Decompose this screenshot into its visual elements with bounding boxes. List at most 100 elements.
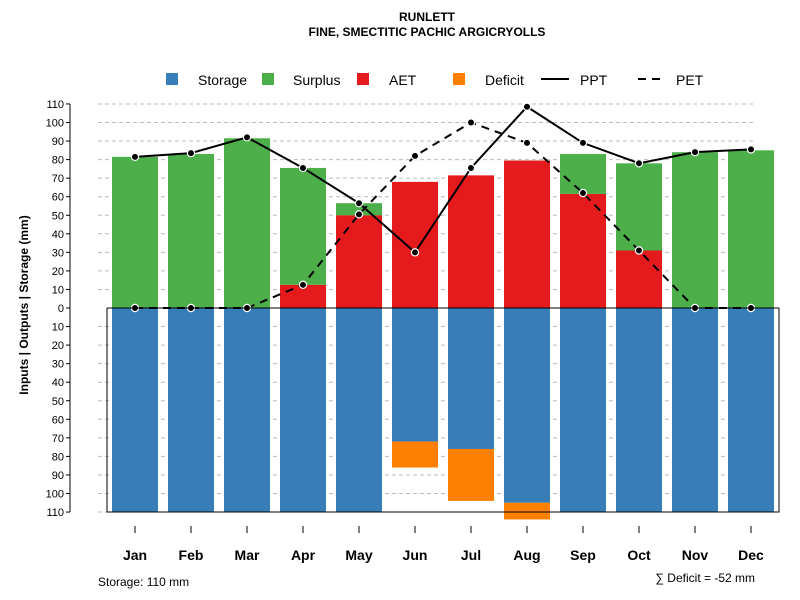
y-tick-label: 100: [46, 118, 64, 130]
point-pet: [354, 210, 364, 219]
y-tick-label: 60: [52, 192, 64, 204]
bar-storage: [672, 308, 718, 513]
x-tick-label: Oct: [627, 547, 651, 563]
y-axis-label: Inputs | Outputs | Storage (mm): [17, 215, 31, 394]
point-pet: [522, 138, 532, 148]
bar-aet: [336, 215, 382, 308]
x-tick-label: Aug: [513, 547, 540, 563]
y-tick-label: 90: [52, 136, 64, 148]
bar-storage: [336, 308, 382, 513]
point-ppt: [298, 163, 308, 173]
bar-aet: [504, 160, 550, 308]
bar-surplus: [168, 154, 214, 308]
y-tick-label: 40: [52, 229, 64, 241]
bar-aet: [392, 181, 438, 308]
bar-surplus: [616, 163, 662, 251]
y-tick-label: 110: [46, 507, 64, 519]
x-tick-label: Mar: [235, 547, 260, 563]
legend-swatch-surplus: [262, 73, 274, 85]
bar-aet: [560, 193, 606, 308]
bar-surplus: [560, 154, 606, 194]
bar-storage: [504, 308, 550, 503]
point-ppt: [746, 145, 756, 154]
y-tick-label: 70: [52, 173, 64, 185]
legend-label-surplus: Surplus: [293, 72, 340, 88]
bar-aet: [616, 250, 662, 308]
bar-deficit: [504, 502, 550, 520]
bar-surplus: [672, 152, 718, 308]
storage-capacity-note: Storage: 110 mm: [98, 575, 189, 589]
y-tick-label: 20: [52, 266, 64, 278]
x-tick-label: Jun: [403, 547, 428, 563]
legend-label-deficit: Deficit: [485, 72, 524, 88]
y-tick-label: 90: [52, 470, 64, 482]
y-tick-label: 20: [52, 340, 64, 352]
legend: Storage Surplus AET Deficit PPT PET: [166, 72, 704, 88]
y-tick-label: 100: [46, 489, 64, 501]
bar-surplus: [280, 167, 326, 285]
bar-storage: [392, 308, 438, 442]
bar-storage: [448, 308, 494, 449]
bar-storage: [616, 308, 662, 513]
y-tick-label: 10: [52, 284, 64, 296]
point-ppt: [634, 159, 644, 168]
legend-label-storage: Storage: [198, 72, 247, 88]
x-tick-label: Jul: [461, 547, 481, 563]
bar-storage: [224, 308, 270, 513]
chart-title: RUNLETT: [399, 10, 456, 24]
legend-swatch-storage: [166, 73, 178, 85]
bar-deficit: [448, 448, 494, 501]
x-tick-label: Sep: [570, 547, 596, 563]
point-ppt: [522, 102, 532, 111]
y-tick-label: 40: [52, 377, 64, 389]
series-line-ppt: [134, 105, 752, 254]
bar-surplus: [224, 138, 270, 308]
bar-aet: [448, 175, 494, 308]
y-tick-label: 110: [46, 99, 64, 111]
point-ppt: [578, 138, 588, 148]
y-tick-label: 50: [52, 396, 64, 408]
legend-swatch-aet: [357, 73, 369, 85]
y-tick-label: 70: [52, 433, 64, 445]
bar-storage: [728, 308, 774, 513]
point-pet: [634, 246, 644, 255]
chart-subtitle: FINE, SMECTITIC PACHIC ARGICRYOLLS: [309, 25, 546, 39]
deficit-total-note: ∑ Deficit = -52 mm: [655, 571, 755, 585]
y-tick-label: 80: [52, 451, 64, 463]
x-tick-label: Jan: [123, 547, 147, 563]
bar-surplus: [112, 156, 158, 308]
bar-surplus: [728, 150, 774, 308]
point-ppt: [242, 133, 252, 142]
x-tick-label: Dec: [738, 547, 764, 563]
x-tick-label: Apr: [291, 547, 316, 563]
legend-label-ppt: PPT: [580, 72, 608, 88]
y-tick-label: 30: [52, 247, 64, 259]
axes: 1101009080706050403020100102030405060708…: [46, 99, 780, 563]
y-tick-label: 30: [52, 359, 64, 371]
y-tick-label: 0: [58, 303, 64, 315]
x-tick-label: Nov: [682, 547, 709, 563]
legend-label-pet: PET: [676, 72, 704, 88]
point-ppt: [410, 248, 420, 257]
y-tick-label: 10: [52, 322, 64, 334]
bar-storage: [112, 308, 158, 513]
y-tick-label: 60: [52, 414, 64, 426]
point-pet: [298, 280, 308, 290]
y-tick-label: 50: [52, 210, 64, 222]
legend-swatch-deficit: [453, 73, 465, 85]
point-ppt: [186, 148, 196, 158]
point-pet: [410, 151, 420, 161]
lower-panel-border: [106, 308, 780, 513]
bars: [112, 138, 774, 520]
point-ppt: [690, 147, 700, 157]
point-ppt: [130, 152, 140, 162]
x-tick-label: May: [345, 547, 372, 563]
bar-storage: [168, 308, 214, 513]
point-ppt: [354, 198, 364, 208]
point-ppt: [466, 163, 476, 173]
bar-storage: [280, 308, 326, 513]
x-tick-label: Feb: [179, 547, 204, 563]
legend-label-aet: AET: [389, 72, 417, 88]
bar-deficit: [392, 441, 438, 468]
